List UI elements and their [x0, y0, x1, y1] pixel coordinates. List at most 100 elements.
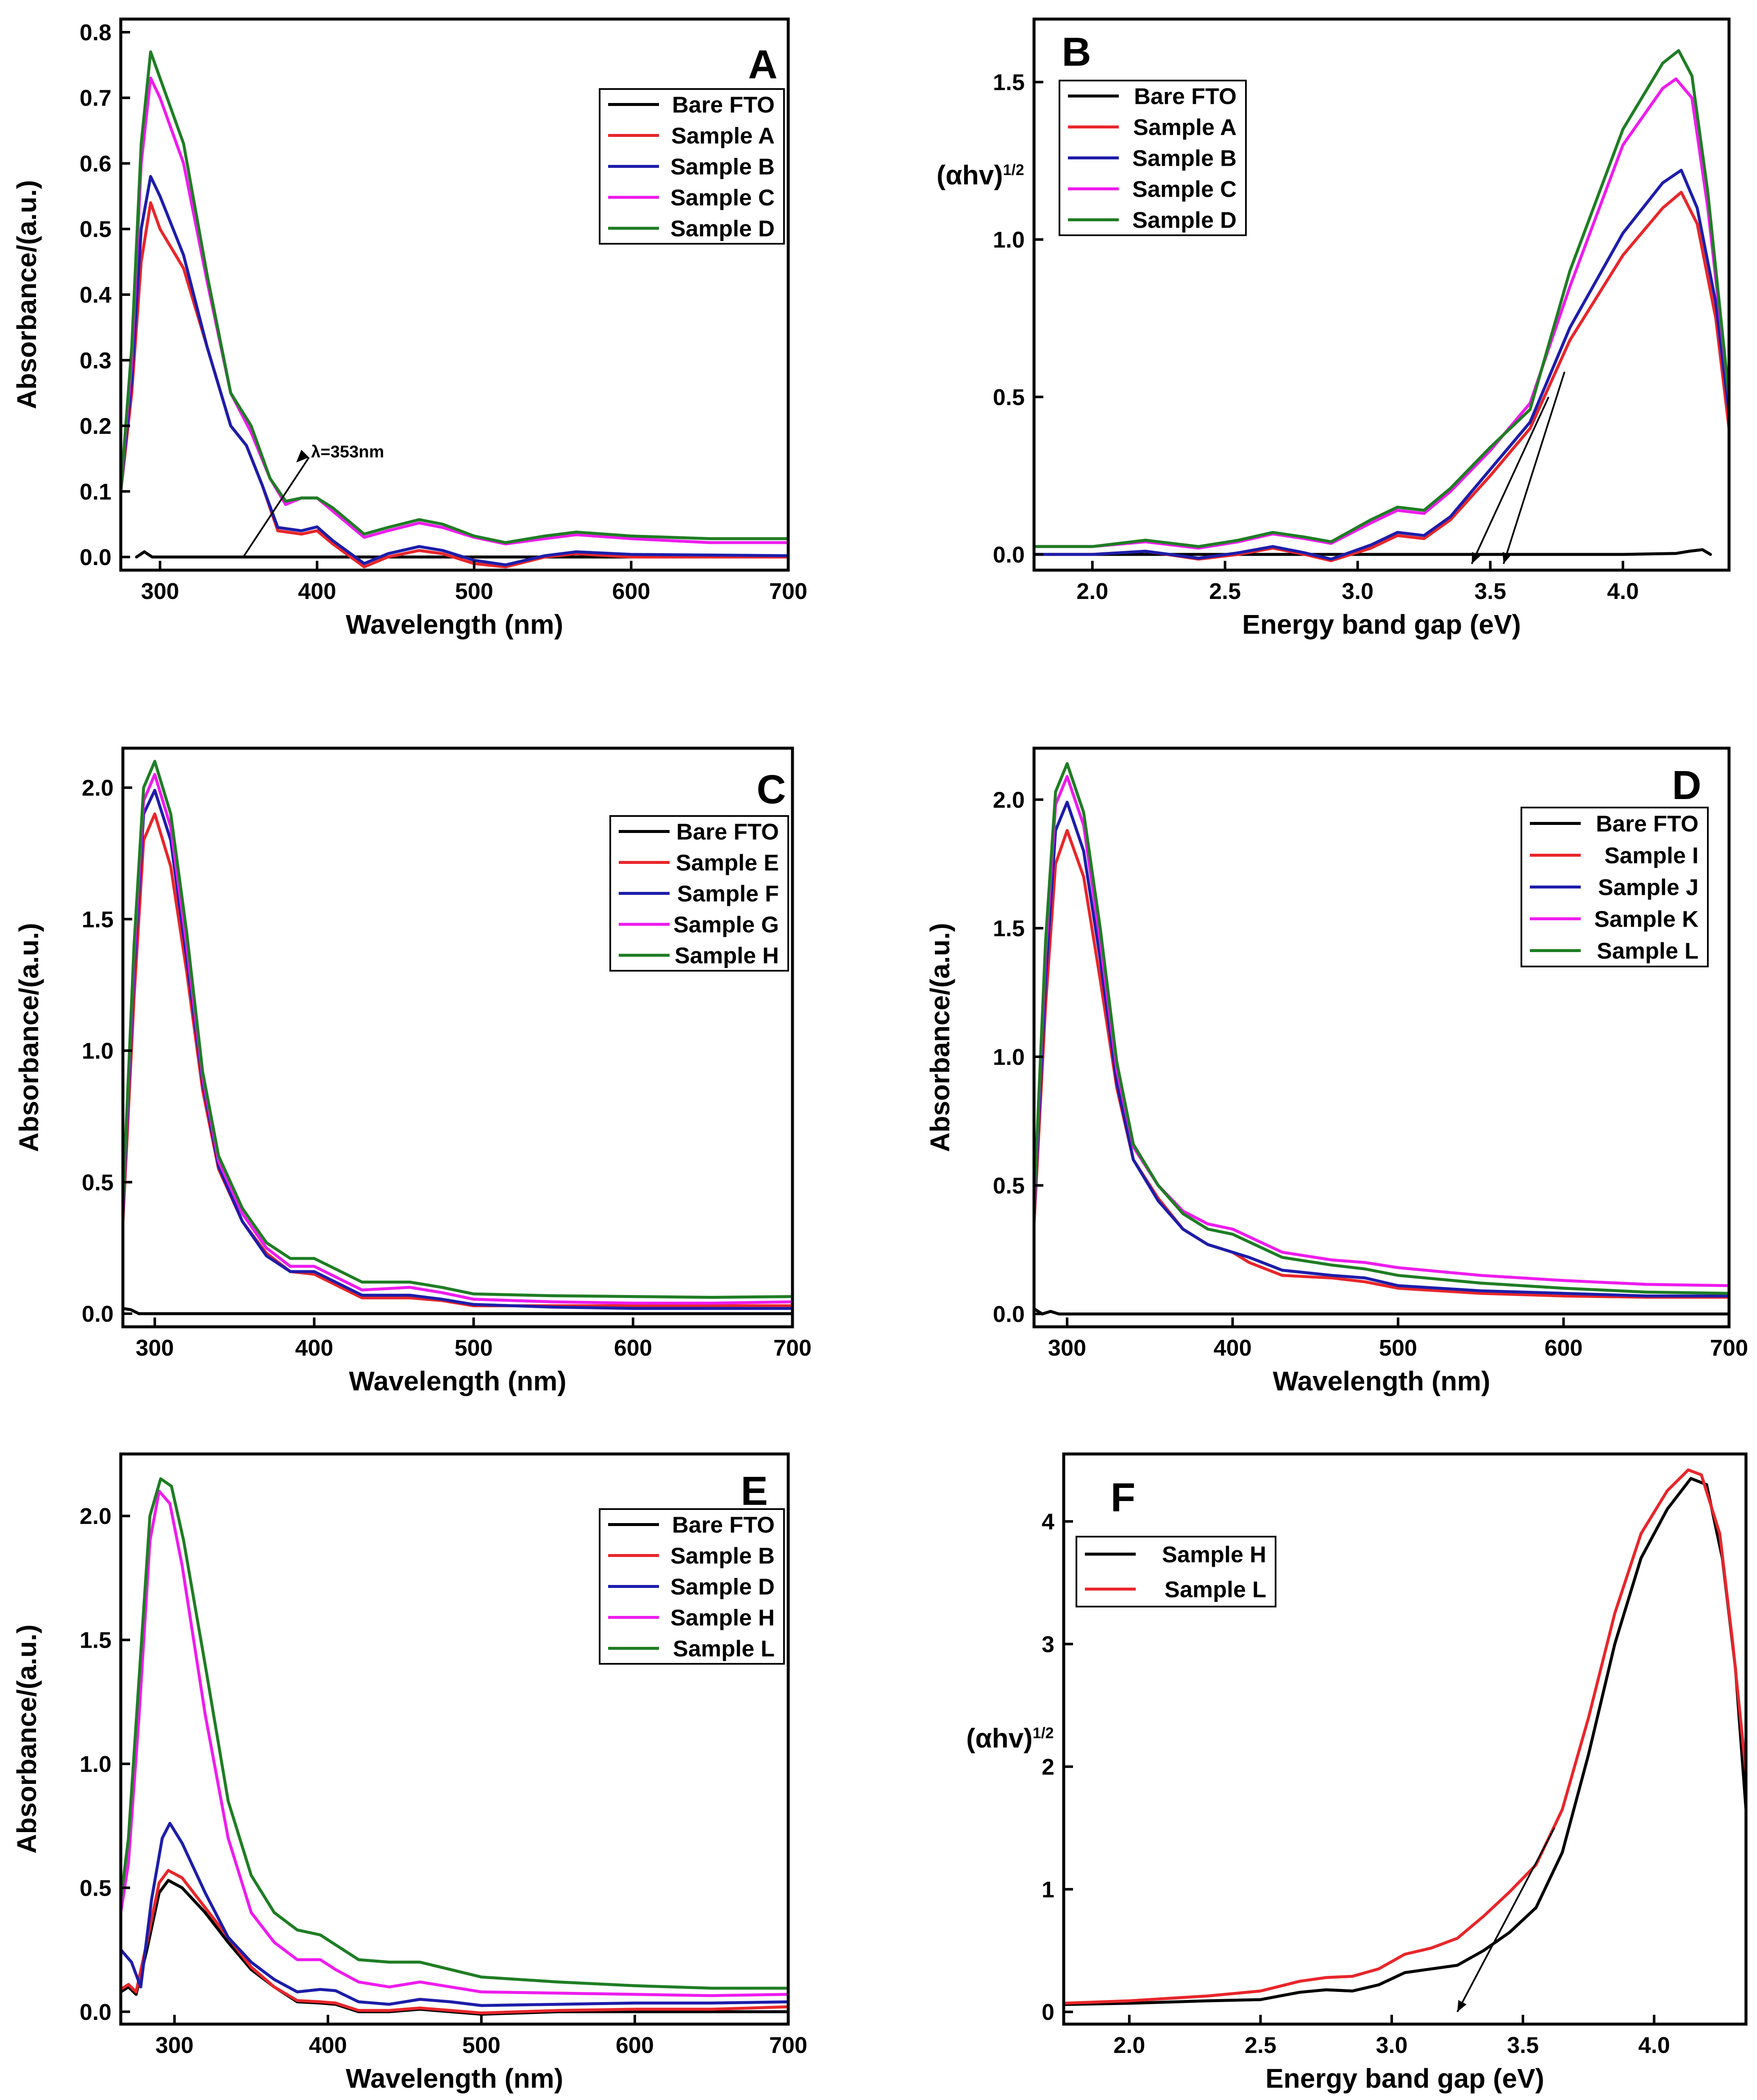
y-tick-label: 1.0	[82, 1039, 114, 1064]
series-line-bare-fto	[135, 550, 788, 559]
y-tick-label: 1	[1042, 1877, 1054, 1902]
y-tick-label: 0.7	[80, 86, 111, 111]
x-tick-label: 600	[1544, 1335, 1582, 1361]
legend-label-bare-fto: Bare FTO	[672, 92, 775, 118]
y-tick-label: 3	[1042, 1632, 1054, 1657]
legend-label-sample-l: Sample L	[1165, 1577, 1266, 1602]
y-axis-title: Absorbance/(a.u.)	[11, 1624, 42, 1854]
y-tick-label: 1.5	[993, 70, 1025, 95]
legend-label-sample-c: Sample C	[1132, 177, 1237, 202]
x-tick-label: 700	[773, 1335, 812, 1361]
y-axis-title: Absorbance/(a.u.)	[14, 923, 44, 1152]
x-axis-title: Wavelength (nm)	[346, 2063, 563, 2094]
x-tick-label: 300	[1048, 1335, 1086, 1361]
x-axis-title: Energy band gap (eV)	[1265, 2063, 1544, 2094]
y-tick-label: 0.5	[80, 1875, 111, 1901]
x-tick-label: 4.0	[1607, 579, 1639, 604]
legend: Bare FTO Sample A Sample B Sample C Sample D	[1059, 80, 1247, 236]
panel-b: 2.0 2.5 3.0 3.5 4.0 0.0 0.5 1.0 1.5 Energy band g…	[937, 17, 1731, 640]
series-line-sample-b	[1034, 169, 1729, 561]
series-line-sample-a	[1034, 191, 1729, 563]
legend-label-sample-h: Sample H	[675, 943, 779, 969]
y-tick-label: 0.5	[80, 217, 111, 242]
legend-label-sample-c: Sample C	[670, 185, 775, 211]
y-axis-title: Absorbance/(a.u.)	[11, 180, 42, 409]
x-tick-label: 400	[1214, 1335, 1252, 1361]
y-tick-label: 0.0	[82, 1301, 114, 1327]
legend-label-sample-l: Sample L	[673, 1636, 775, 1662]
tangent-line-lower	[1471, 396, 1550, 564]
y-tick-label: 2.0	[80, 1504, 111, 1529]
panel-letter: B	[1062, 29, 1091, 75]
y-tick-label: 2	[1042, 1755, 1054, 1780]
legend-label-bare-fto: Bare FTO	[676, 819, 779, 845]
x-tick-label: 500	[455, 1335, 493, 1361]
y-tick-label: 0.0	[80, 545, 111, 570]
y-axis-title-superscript: 1/2	[1033, 1724, 1054, 1742]
x-tick-label: 500	[462, 2033, 500, 2058]
series-line-sample-f	[123, 788, 792, 1310]
legend: Bare FTO Sample B Sample D Sample H Sample L	[599, 1508, 785, 1665]
legend-box	[1059, 80, 1247, 236]
x-tick-label: 700	[769, 579, 807, 604]
plot-frame	[1032, 746, 1731, 1329]
legend-label-sample-a: Sample A	[1133, 115, 1237, 140]
x-tick-label: 700	[769, 2033, 807, 2058]
annotation-arrowhead	[296, 450, 309, 463]
annotation-label: λ=353nm	[311, 443, 384, 461]
series-line-bare-fto	[1034, 548, 1712, 556]
x-tick-label: 3.0	[1376, 2033, 1407, 2058]
plot-frame	[119, 1452, 790, 2026]
y-tick-label: 4	[1042, 1509, 1054, 1535]
y-tick-label: 1.0	[993, 1044, 1025, 1070]
x-tick-label: 300	[156, 2033, 194, 2058]
y-tick-label: 0	[1042, 2000, 1054, 2025]
series-line-sample-d	[121, 50, 788, 544]
x-tick-label: 700	[1710, 1335, 1748, 1361]
legend: Bare FTO Sample I Sample J Sample K Sample L	[1521, 807, 1709, 967]
y-tick-label: 1.0	[80, 1752, 111, 1777]
y-tick-label: 0.0	[993, 1302, 1025, 1327]
legend: Bare FTO Sample E Sample F Sample G Sample H	[609, 815, 789, 972]
series-line-sample-h	[1064, 1477, 1746, 2006]
x-axis-title: Wavelength (nm)	[349, 1366, 566, 1396]
series-line-bare-fto	[123, 1307, 792, 1315]
annotation-arrow	[242, 457, 310, 558]
panel-a: 300 400 500 600 700 0.0 0.1 0.2 0.3 0.4 0.5 0.6 0.7 0…	[11, 17, 807, 640]
legend-label-sample-g: Sample G	[673, 912, 779, 938]
y-tick-label: 0.0	[80, 2000, 111, 2025]
plot-frame	[121, 746, 794, 1329]
series-line-sample-a	[121, 201, 788, 568]
legend-label-sample-b: Sample B	[1132, 146, 1237, 171]
y-tick-label: 0.5	[993, 384, 1025, 410]
legend-label-sample-b: Sample B	[670, 154, 775, 180]
y-tick-label: 1.5	[80, 1628, 111, 1653]
legend-label-sample-d: Sample D	[670, 1574, 775, 1600]
x-tick-label: 3.0	[1342, 579, 1373, 604]
legend-label-sample-d: Sample D	[1132, 208, 1237, 233]
legend-label-sample-h: Sample H	[670, 1605, 775, 1631]
legend-box	[1076, 1536, 1276, 1607]
y-axis-title: Absorbance/(a.u.)	[925, 923, 955, 1152]
y-tick-label: 1.5	[993, 916, 1025, 941]
y-tick-label: 0.0	[993, 542, 1025, 568]
y-tick-label: 0.2	[80, 414, 111, 439]
series-line-bare-fto	[1034, 1307, 1729, 1316]
series-line-sample-j	[1034, 800, 1729, 1298]
x-tick-label: 600	[616, 2033, 654, 2058]
y-tick-label: 2.0	[993, 787, 1025, 813]
y-tick-label: 0.6	[80, 151, 111, 176]
tangent-line	[1457, 1827, 1555, 2013]
tangent-line-upper-head	[1502, 552, 1512, 564]
panel-e: 300 400 500 600 700 0.0 0.5 1.0 1.5 2.0 Wavelength…	[11, 1452, 807, 2094]
x-tick-label: 3.5	[1474, 579, 1506, 604]
panel-d: 300 400 500 600 700 0.0 0.5 1.0 1.5 2.0 Wavelength…	[925, 746, 1748, 1396]
x-tick-label: 400	[298, 579, 336, 604]
legend-label-sample-a: Sample A	[671, 123, 775, 149]
panel-letter: F	[1111, 1475, 1136, 1520]
series-line-sample-h	[121, 1490, 788, 1997]
legend-label-sample-d: Sample D	[670, 216, 775, 242]
x-tick-label: 600	[614, 1335, 652, 1361]
series-line-sample-k	[1034, 775, 1729, 1287]
